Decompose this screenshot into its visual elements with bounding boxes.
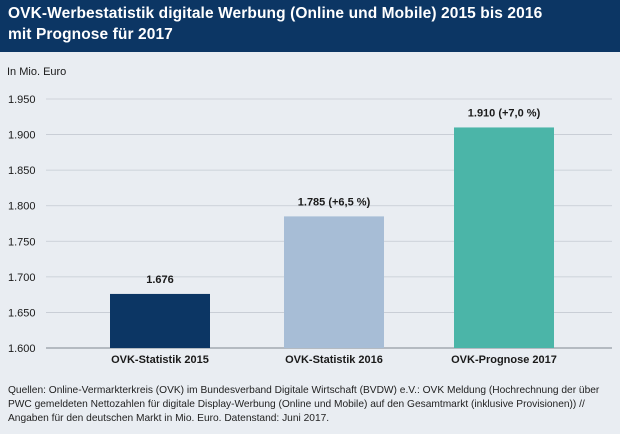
data-label: 1.910 (+7,0 %) <box>468 107 541 119</box>
y-tick-label: 1.600 <box>8 343 36 355</box>
y-axis-ticks: 1.600 1.650 1.700 1.750 1.800 1.850 1.900 1.950 <box>8 94 36 355</box>
bars <box>110 127 554 348</box>
y-tick-label: 1.900 <box>8 130 36 142</box>
x-tick-label: OVK-Statistik 2016 <box>285 354 383 366</box>
chart-title-line-1: OVK-Werbestatistik digitale Werbung (Onl… <box>8 5 543 22</box>
y-tick-label: 1.800 <box>8 201 36 213</box>
y-tick-label: 1.850 <box>8 165 36 177</box>
x-axis-labels: OVK-Statistik 2015 OVK-Statistik 2016 OVK-… <box>111 354 557 366</box>
chart-header: OVK-Werbestatistik digitale Werbung (Onl… <box>0 0 620 52</box>
chart-title-line-2: mit Prognose für 2017 <box>8 26 173 43</box>
x-tick-label: OVK-Prognose 2017 <box>451 354 557 366</box>
bar <box>454 127 554 348</box>
source-note: Quellen: Online-Vermarkterkreis (OVK) im… <box>8 385 600 424</box>
y-tick-label: 1.750 <box>8 236 36 248</box>
y-tick-label: 1.650 <box>8 307 36 319</box>
data-labels: 1.676 1.785 (+6,5 %) 1.910 (+7,0 %) <box>146 107 540 285</box>
y-tick-label: 1.950 <box>8 94 36 106</box>
y-axis-unit-label: In Mio. Euro <box>7 66 67 78</box>
x-tick-label: OVK-Statistik 2015 <box>111 354 209 366</box>
data-label: 1.676 <box>146 274 174 286</box>
y-tick-label: 1.700 <box>8 272 36 284</box>
bar <box>284 216 384 348</box>
bar <box>110 293 210 348</box>
data-label: 1.785 (+6,5 %) <box>298 196 371 208</box>
